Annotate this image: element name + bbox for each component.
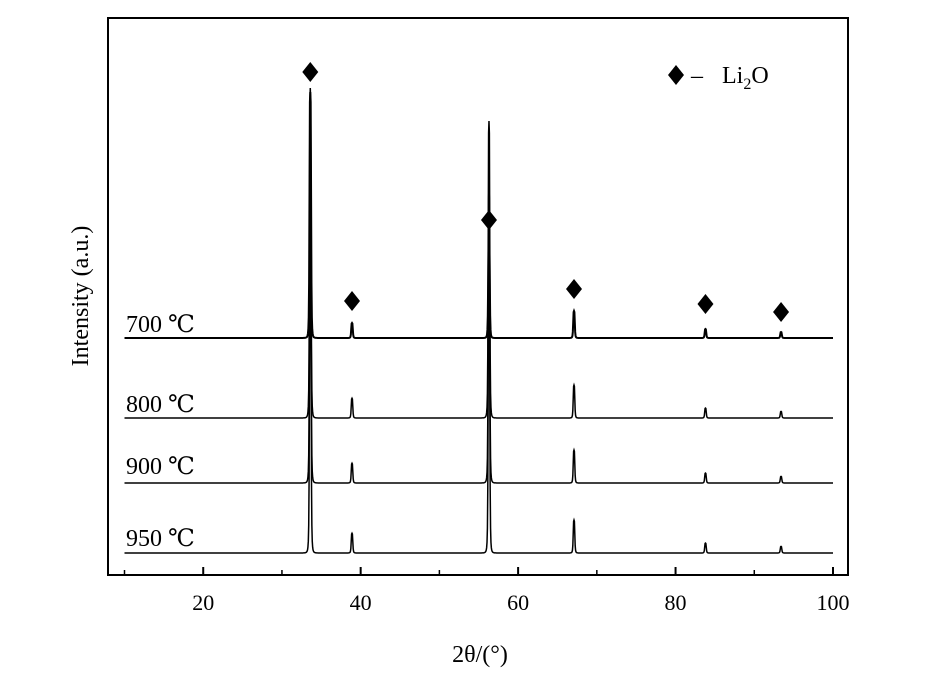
series-label: 800 ℃ bbox=[126, 392, 195, 418]
series-line bbox=[124, 87, 833, 419]
legend-phase-suffix: O bbox=[751, 63, 768, 89]
peak-marker-diamond-icon bbox=[344, 291, 361, 311]
legend-phase: Li bbox=[722, 63, 744, 89]
series-line bbox=[124, 91, 833, 339]
y-axis-title: Intensity (a.u.) bbox=[68, 226, 94, 367]
plot-frame bbox=[107, 17, 849, 576]
series-line bbox=[124, 152, 833, 484]
x-tick-label: 60 bbox=[507, 590, 529, 615]
x-axis-tick-labels: 20 40 60 80 100 bbox=[192, 590, 849, 615]
x-axis-ticks bbox=[123, 567, 834, 575]
peak-marker-diamond-icon bbox=[773, 302, 790, 322]
peak-marker-diamond-icon bbox=[302, 62, 319, 82]
series-label: 900 ℃ bbox=[126, 454, 195, 480]
series-label: 950 ℃ bbox=[126, 526, 195, 552]
peak-marker-diamond-icon bbox=[566, 279, 583, 299]
x-tick-label: 80 bbox=[665, 590, 687, 615]
peak-marker-diamond-icon bbox=[480, 210, 497, 230]
series-labels: 700 ℃ 800 ℃ 900 ℃ 950 ℃ bbox=[126, 312, 195, 552]
series-lines bbox=[124, 87, 833, 554]
legend-dash: – bbox=[690, 63, 704, 89]
x-axis-title: 2θ/(°) bbox=[452, 642, 508, 668]
legend: – Li2O bbox=[668, 63, 769, 93]
peak-marker-diamond-icon bbox=[697, 294, 714, 314]
x-tick-label: 20 bbox=[192, 590, 214, 615]
x-tick-label: 100 bbox=[817, 590, 850, 615]
series-label: 700 ℃ bbox=[126, 312, 195, 338]
legend-subscript: 2 bbox=[743, 76, 751, 93]
series-line bbox=[124, 222, 833, 554]
x-tick-label: 40 bbox=[350, 590, 372, 615]
peak-markers bbox=[302, 62, 790, 322]
legend-label: Li2O bbox=[722, 63, 769, 93]
legend-diamond-icon bbox=[668, 65, 684, 85]
